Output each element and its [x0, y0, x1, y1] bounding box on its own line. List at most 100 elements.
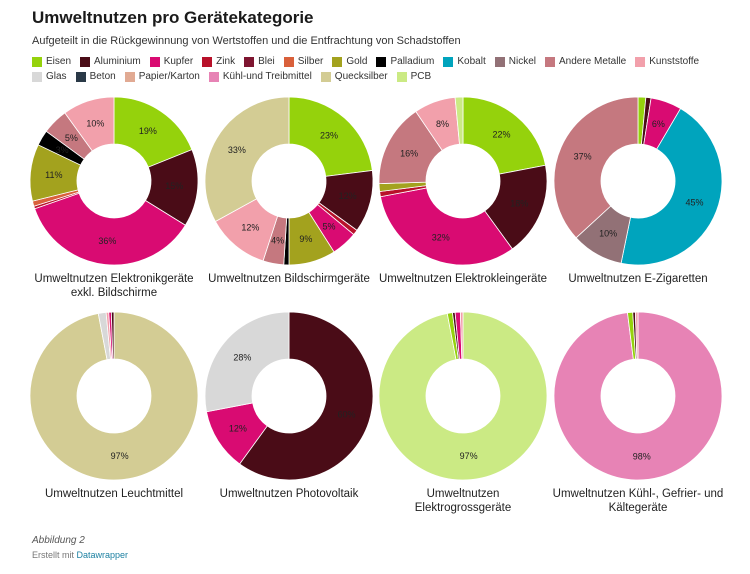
datawrapper-link[interactable]: Datawrapper — [76, 550, 129, 560]
legend: Eisen Aluminium Kupfer Zink Blei Silber Gold Pa… — [32, 55, 722, 83]
legend-item: Beton — [75, 70, 116, 83]
donut-slice — [34, 192, 186, 266]
donut-slice — [110, 311, 115, 360]
legend-label: Kunststoffe — [649, 56, 700, 67]
donut-chart: 23% 12% 5% 9% 4% 12% 33% — [204, 96, 374, 266]
legend-label: Palladium — [390, 56, 435, 67]
slice-label: 8% — [436, 119, 449, 129]
donut-slice — [288, 96, 373, 177]
legend-item: Kühl-und Treibmittel — [208, 70, 312, 83]
slice-label: 37% — [574, 152, 592, 162]
legend-label: Nickel — [508, 56, 536, 67]
legend-item: Kupfer — [149, 55, 193, 68]
slice-label: 60% — [338, 410, 356, 420]
chart-title: Umweltnutzen Elektrogrossgeräte — [414, 488, 512, 514]
legend-label: PCB — [410, 71, 432, 82]
slice-label: 11% — [45, 170, 62, 180]
donut-slice — [378, 311, 548, 481]
slice-label: 36% — [98, 236, 116, 246]
slice-label: 3% — [56, 145, 69, 155]
slice-label: 19% — [139, 126, 157, 136]
donut-chart: 22% 18% 32% 16% 8% — [378, 96, 548, 266]
slice-label: 16% — [400, 149, 418, 159]
legend-swatch — [283, 56, 294, 67]
legend-swatch — [244, 56, 255, 67]
chart-title: Umweltnutzen Elektronikgeräte exkl. Bild… — [34, 273, 194, 299]
credit-line: Erstellt mit Datawrapper — [32, 550, 128, 560]
legend-label: Blei — [258, 56, 275, 67]
donut-slice — [239, 311, 374, 481]
donut-slice — [380, 187, 513, 266]
slice-label: 6% — [652, 119, 665, 129]
donut-chart: 97% — [378, 311, 548, 481]
legend-label: Papier/Karton — [138, 71, 200, 82]
slice-label: 18% — [510, 198, 528, 208]
legend-item: Gold — [332, 55, 367, 68]
slice-label: 12% — [339, 191, 357, 201]
chart-title: Umweltnutzen Bildschirmgeräte — [208, 273, 370, 285]
donut-slice — [620, 108, 723, 266]
slice-label: 45% — [685, 198, 703, 208]
chart-title: Umweltnutzen Kühl-, Gefrier- und Kältege… — [552, 488, 724, 514]
legend-swatch — [635, 56, 646, 67]
legend-swatch — [443, 56, 454, 67]
chart-title: Umweltnutzen Leuchtmittel — [44, 488, 184, 500]
legend-label: Silber — [297, 56, 324, 67]
legend-item: Kobalt — [443, 55, 486, 68]
legend-item: Papier/Karton — [124, 70, 200, 83]
legend-swatch — [332, 56, 343, 67]
legend-swatch — [396, 71, 407, 82]
donut-slice — [204, 96, 290, 223]
slice-label: 32% — [432, 232, 450, 242]
legend-label: Zink — [216, 56, 236, 67]
slice-label: 4% — [271, 235, 284, 245]
slice-label: 5% — [65, 133, 78, 143]
donut-chart: 97% — [29, 311, 199, 481]
slice-label: 9% — [299, 234, 312, 244]
slice-label: 23% — [320, 131, 338, 141]
page-title: Umweltnutzen pro Gerätekategorie — [32, 8, 314, 27]
legend-label: Glas — [46, 71, 67, 82]
legend-item: Nickel — [494, 55, 536, 68]
legend-label: Quecksilber — [334, 71, 388, 82]
page-subtitle: Aufgeteilt in die Rückgewinnung von Wert… — [32, 35, 461, 47]
legend-item: Aluminium — [80, 55, 141, 68]
chart-title: Umweltnutzen Elektrokleingeräte — [378, 273, 548, 285]
donut-chart: 19% 15% 36% 11% 3% 5% 10% — [29, 96, 199, 266]
legend-item: PCB — [396, 70, 432, 83]
donut-chart: 60% 12% 28% — [204, 311, 374, 481]
legend-swatch — [80, 56, 91, 67]
donut-slice — [64, 96, 115, 152]
slice-label: 28% — [233, 352, 251, 362]
legend-item: Quecksilber — [320, 70, 388, 83]
chart-title: Umweltnutzen Photovoltaik — [219, 488, 359, 500]
legend-item: Kunststoffe — [635, 55, 699, 68]
slice-label: 22% — [493, 129, 511, 139]
figure-note: Abbildung 2 — [32, 535, 85, 546]
donut-slice — [462, 96, 546, 175]
donut-slice — [204, 311, 290, 413]
slice-label: 97% — [460, 451, 478, 461]
slice-label: 12% — [229, 423, 247, 433]
legend-swatch — [75, 71, 86, 82]
legend-swatch — [494, 56, 505, 67]
legend-item: Zink — [202, 55, 235, 68]
slice-label: 98% — [633, 451, 651, 461]
legend-swatch — [208, 71, 219, 82]
slice-label: 12% — [241, 223, 259, 233]
legend-swatch — [124, 71, 135, 82]
legend-label: Gold — [346, 56, 368, 67]
legend-item: Glas — [32, 70, 67, 83]
donut-slice — [113, 96, 193, 168]
legend-item: Silber — [283, 55, 324, 68]
legend-swatch — [32, 56, 42, 67]
donut-slice — [553, 96, 639, 239]
legend-label: Andere Metalle — [558, 56, 627, 67]
legend-label: Aluminium — [94, 56, 141, 67]
slice-label: 10% — [86, 118, 104, 128]
legend-swatch — [544, 56, 555, 67]
legend-swatch — [320, 71, 331, 82]
legend-item: Blei — [244, 55, 275, 68]
donut-slice — [634, 311, 639, 360]
donut-slice — [553, 311, 723, 481]
